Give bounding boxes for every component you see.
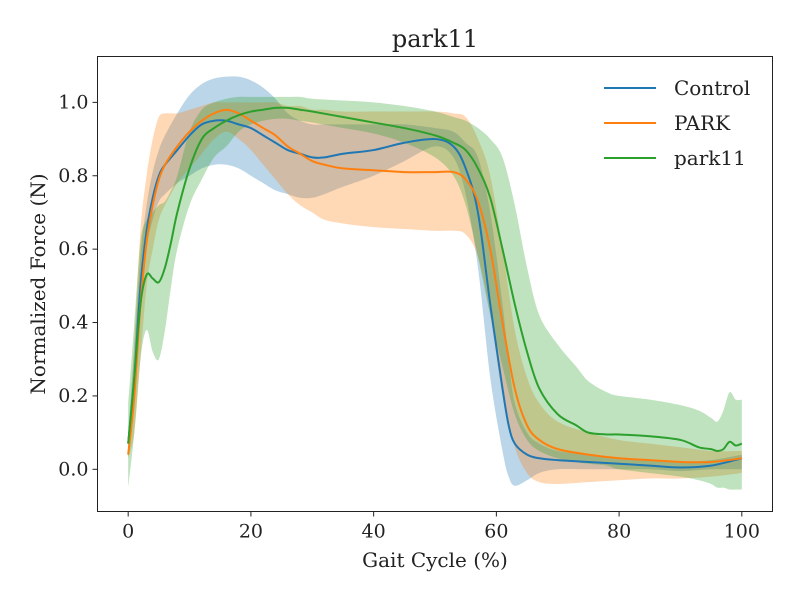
y-tick-label: 0.4 <box>58 312 88 334</box>
legend-label-park: PARK <box>674 111 731 135</box>
legend-label-control: Control <box>674 76 750 100</box>
y-tick-label: 0.2 <box>58 385 88 407</box>
plot-frame <box>97 56 773 512</box>
x-axis-ticks: 0 20 40 60 80 100 <box>122 511 760 543</box>
x-tick-label: 80 <box>607 521 631 543</box>
y-tick-label: 1.0 <box>58 91 88 113</box>
legend: Control PARK park11 <box>604 76 750 170</box>
y-tick-label: 0.8 <box>58 165 88 187</box>
band-park <box>128 102 742 484</box>
x-tick-label: 40 <box>362 521 386 543</box>
y-tick-label: 0.6 <box>58 238 88 260</box>
y-axis-ticks: 0.0 0.2 0.4 0.6 0.8 1.0 <box>58 91 98 480</box>
x-tick-label: 100 <box>724 521 760 543</box>
legend-label-park11: park11 <box>674 146 746 170</box>
band-park11 <box>128 96 742 490</box>
line-park11 <box>127 106 743 452</box>
x-tick-label: 20 <box>239 521 263 543</box>
confidence-bands <box>128 76 742 490</box>
y-tick-label: 0.0 <box>58 458 88 480</box>
x-axis-label: Gait Cycle (%) <box>362 548 508 572</box>
chart-title: park11 <box>392 25 478 53</box>
y-axis-label: Normalized Force (N) <box>26 173 50 394</box>
band-control <box>128 76 742 486</box>
line-park <box>127 108 742 464</box>
x-tick-label: 0 <box>122 521 134 543</box>
series-lines <box>127 106 743 469</box>
x-tick-label: 60 <box>484 521 508 543</box>
